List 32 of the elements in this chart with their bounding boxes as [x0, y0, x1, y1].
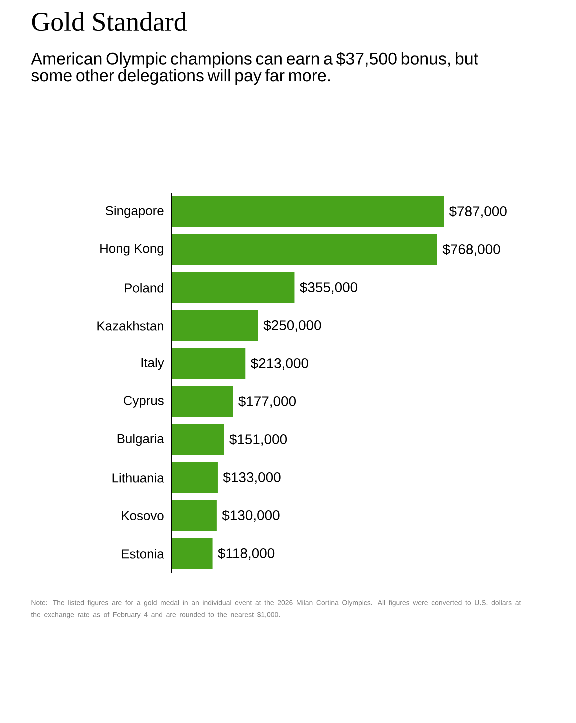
- y-tick-label: Cyprus: [124, 396, 164, 408]
- data-label: $213,000: [250, 358, 308, 370]
- bar: [172, 424, 224, 456]
- bar: [172, 386, 234, 418]
- bar: [172, 500, 217, 532]
- data-label: $151,000: [230, 434, 288, 446]
- chart-subtitle: American Olympic champions can earn a $37,500 bonus, but some other delegations will pay far more.: [31, 52, 478, 86]
- data-label: $250,000: [264, 320, 322, 332]
- data-label: $177,000: [238, 396, 296, 408]
- y-tick-label: Lithuania: [112, 473, 164, 483]
- y-tick-label: Kosovo: [122, 511, 164, 521]
- bar: [172, 538, 213, 570]
- y-tick-label: Hong Kong: [100, 244, 164, 256]
- bar: [172, 462, 218, 494]
- y-tick-label: Poland: [125, 283, 164, 293]
- data-label: $768,000: [442, 244, 500, 256]
- y-tick-label: Singapore: [106, 206, 164, 218]
- y-tick-label: Kazakhstan: [98, 321, 164, 331]
- data-label: $130,000: [222, 510, 280, 522]
- y-tick-label: Bulgaria: [118, 434, 164, 446]
- y-tick-label: Estonia: [122, 549, 164, 559]
- bar: [172, 234, 438, 266]
- chart-title: Gold Standard: [32, 12, 188, 32]
- data-label: $118,000: [218, 548, 275, 560]
- bar: [172, 196, 444, 228]
- data-label: $355,000: [300, 282, 358, 294]
- y-tick-label: Italy: [142, 358, 164, 370]
- data-label: $133,000: [223, 472, 281, 484]
- bar: [172, 348, 246, 380]
- bar: [172, 310, 258, 342]
- data-label: $787,000: [449, 206, 507, 218]
- bar: [172, 272, 295, 304]
